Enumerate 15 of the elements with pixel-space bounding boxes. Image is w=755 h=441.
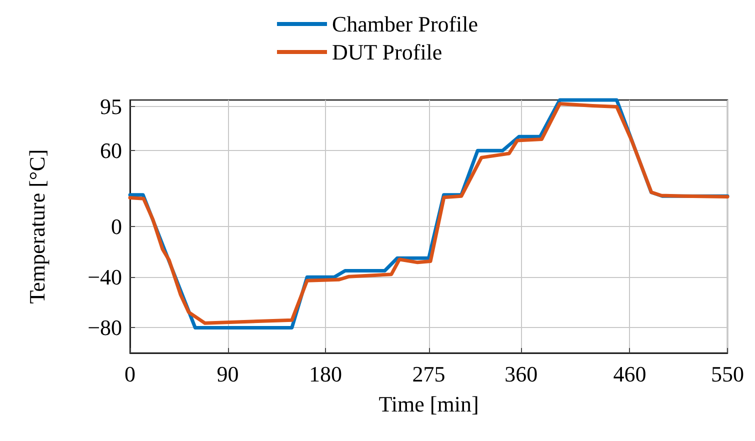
legend-label: DUT Profile (332, 40, 442, 64)
y-tick-label: 95 (100, 94, 122, 119)
y-tick-label: 60 (100, 138, 122, 164)
y-tick-label: −80 (88, 315, 122, 340)
x-tick-label: 180 (309, 362, 342, 386)
y-tick-label: 0 (111, 214, 122, 239)
x-tick-label: 275 (412, 362, 446, 386)
x-axis-title: Time [min] (378, 392, 479, 416)
x-tick-label: 550 (711, 362, 744, 386)
x-tick-label: 360 (504, 362, 538, 386)
x-tick-label: 90 (216, 362, 239, 386)
y-tick-label: −40 (88, 264, 122, 290)
x-tick-label: 460 (613, 362, 646, 386)
legend-label: Chamber Profile (332, 12, 478, 36)
y-axis-title: Temperature [°C] (24, 149, 50, 304)
